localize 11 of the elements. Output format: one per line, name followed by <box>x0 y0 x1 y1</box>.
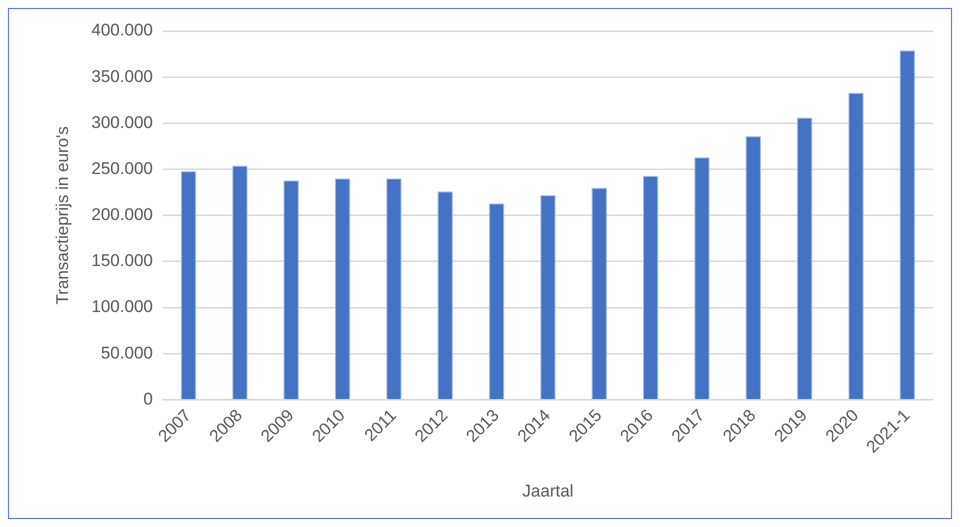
y-tick-label: 100.000 <box>91 297 153 316</box>
x-axis-title: Jaartal <box>522 481 574 500</box>
y-tick-label: 250.000 <box>91 158 153 178</box>
y-tick-label: 200.000 <box>91 205 153 224</box>
y-tick-label: 0 <box>143 389 153 408</box>
y-tick-label: 350.000 <box>91 66 153 86</box>
y-axis-title: Transactieprijs in euro's <box>52 126 72 305</box>
y-tick-label: 150.000 <box>91 251 153 270</box>
y-tick-label: 400.000 <box>91 20 153 40</box>
y-tick-label: 300.000 <box>91 112 153 132</box>
y-tick-label: 50.000 <box>100 343 153 362</box>
